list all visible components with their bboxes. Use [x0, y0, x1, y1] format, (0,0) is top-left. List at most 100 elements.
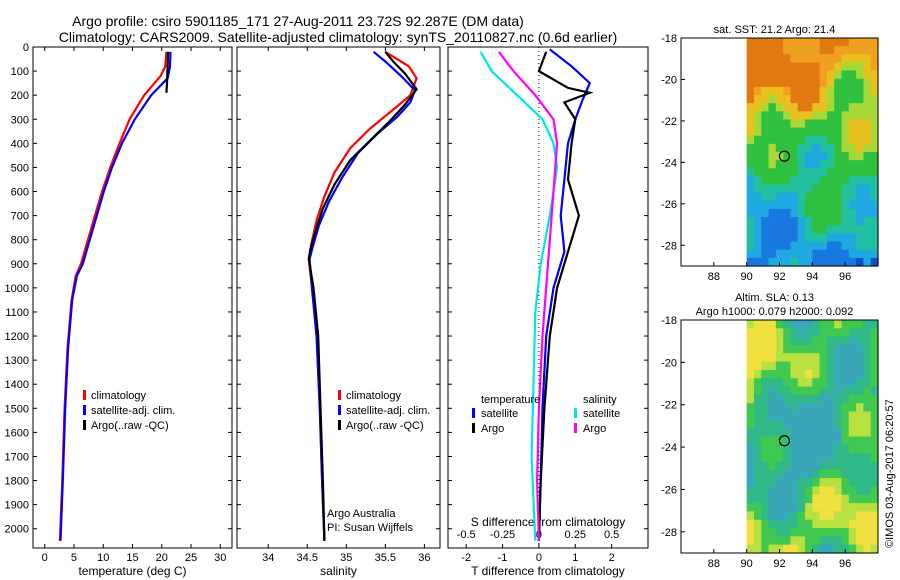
- map-cell: [790, 486, 799, 496]
- map-cell: [790, 453, 799, 463]
- map-cell: [856, 361, 865, 371]
- map-cell: [753, 544, 762, 554]
- map-cell: [812, 519, 821, 529]
- map-cell: [797, 168, 806, 178]
- map-cell: [768, 361, 777, 371]
- map-cell: [746, 353, 755, 363]
- map-cell: [746, 519, 755, 529]
- map-cell: [841, 336, 850, 346]
- map-cell: [797, 249, 806, 259]
- map-cell: [819, 353, 828, 363]
- map-cell: [768, 428, 777, 438]
- map-cell: [826, 336, 835, 346]
- map-cell: [746, 411, 755, 421]
- map-cell: [826, 453, 835, 463]
- map-cell: [797, 320, 806, 329]
- map-cell: [805, 469, 813, 479]
- map-cell: [790, 217, 799, 226]
- map-cell: [848, 344, 857, 354]
- map-cell: [797, 143, 806, 153]
- map-cell: [768, 217, 777, 226]
- map-cell: [775, 135, 784, 145]
- map-cell: [768, 127, 777, 137]
- map-cell: [753, 86, 762, 96]
- map-cell: [812, 127, 821, 137]
- map-cell: [761, 320, 770, 329]
- series-line-temperature-argo: [537, 51, 594, 541]
- map-cell: [783, 336, 792, 346]
- legend-label: Argo: [583, 423, 606, 435]
- map-cell: [870, 511, 879, 521]
- map-cell: [775, 184, 784, 194]
- map-cell: [761, 103, 770, 112]
- map-cell: [768, 70, 777, 80]
- map-cell: [805, 62, 813, 72]
- map-cell: [783, 344, 792, 354]
- map-cell: [826, 353, 835, 363]
- map-cell: [812, 217, 821, 226]
- map-cell: [834, 336, 843, 346]
- map-cell: [834, 478, 843, 488]
- map-cell: [775, 419, 784, 429]
- map-cell: [775, 386, 784, 396]
- figure-title-line1: Argo profile: csiro 5901185_171 27-Aug-2…: [72, 13, 524, 29]
- map-cell: [783, 103, 792, 112]
- map-cell: [848, 192, 857, 202]
- map-cell: [819, 469, 828, 479]
- map-cell: [856, 54, 865, 64]
- map-cell: [797, 394, 806, 404]
- map-cell: [812, 119, 821, 129]
- map-cell: [768, 111, 777, 121]
- depth-tick-label: 1600: [5, 427, 29, 439]
- map-cell: [753, 369, 762, 379]
- map-cell: [826, 361, 835, 371]
- x-tick-label: 30: [214, 552, 226, 564]
- map-cell: [826, 494, 835, 504]
- map-cell: [797, 453, 806, 463]
- map-cell: [819, 519, 828, 529]
- map-cell: [805, 54, 813, 64]
- map-cell: [834, 428, 843, 438]
- plot-frame: [447, 46, 649, 549]
- map-cell: [856, 184, 865, 194]
- map-cell: [812, 209, 821, 218]
- map-cell: [746, 119, 755, 129]
- map-cell: [856, 78, 865, 88]
- map-cell: [812, 353, 821, 363]
- map-cell: [856, 62, 865, 72]
- map-cell: [863, 336, 872, 346]
- map-cell: [761, 411, 770, 421]
- map-cell: [797, 494, 806, 504]
- map-cell: [790, 46, 799, 55]
- map-cell: [870, 95, 879, 104]
- map-cell: [790, 111, 799, 121]
- legend-label: satellite-adj. clim.: [91, 405, 175, 417]
- map-cell: [826, 444, 835, 454]
- depth-tick-label: 400: [11, 138, 29, 150]
- map-cell: [761, 353, 770, 363]
- map-cell: [819, 46, 828, 55]
- map-cell: [834, 386, 843, 396]
- map-cell: [805, 78, 813, 88]
- map-cell: [856, 200, 865, 210]
- map-cell: [761, 46, 770, 55]
- lon-tick-label: 96: [839, 558, 851, 570]
- map-cell: [805, 160, 813, 169]
- map-cell: [870, 469, 879, 479]
- map-cell: [841, 209, 850, 218]
- map-cell: [753, 353, 762, 363]
- x-tick-label: 2: [609, 552, 615, 564]
- x-tick-label: 34.5: [297, 552, 318, 564]
- map-cell: [834, 528, 843, 537]
- lon-tick-label: 96: [839, 271, 851, 283]
- map-cell: [768, 46, 777, 55]
- map-cell: [870, 394, 879, 404]
- map-cell: [870, 54, 879, 64]
- map-cell: [746, 184, 755, 194]
- map-cell: [826, 469, 835, 479]
- map-cell: [746, 225, 755, 235]
- map-cell: [856, 394, 865, 404]
- map-cell: [826, 184, 835, 194]
- map-cell: [812, 184, 821, 194]
- map-cell: [826, 249, 835, 259]
